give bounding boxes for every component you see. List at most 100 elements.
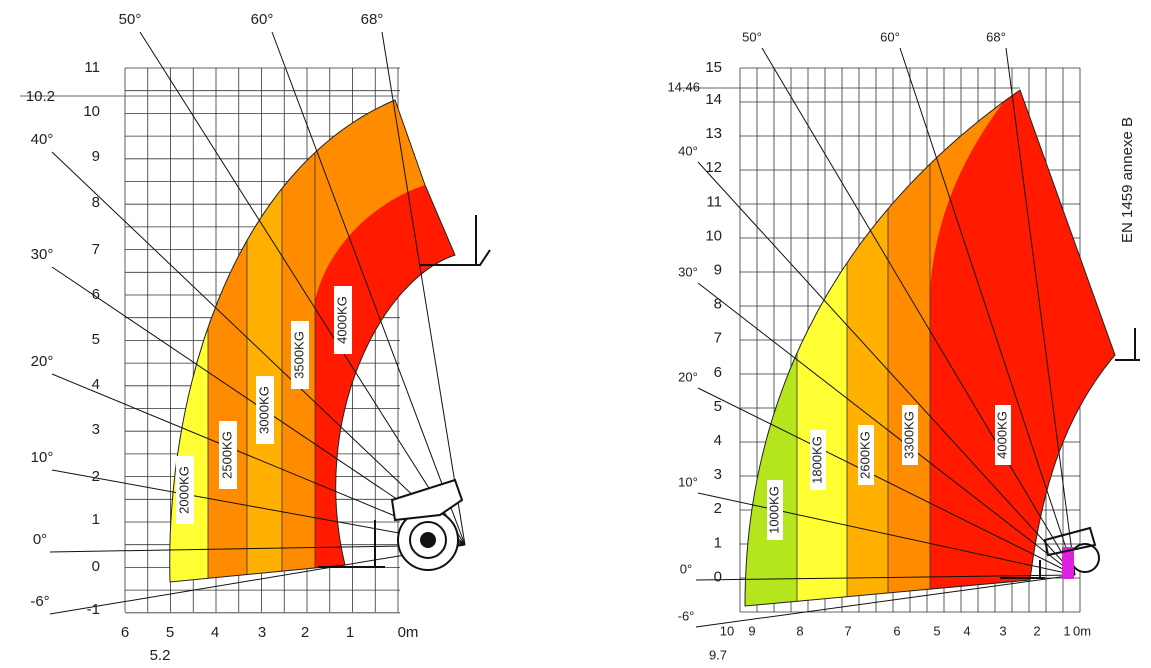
angle-label: -6° — [30, 593, 49, 610]
left-machine — [318, 215, 491, 571]
angle-label: 40° — [678, 143, 698, 158]
angle-line — [697, 282, 1076, 576]
y-label: 1 — [92, 511, 100, 528]
y-label: 9 — [92, 148, 100, 165]
angle-label: 20° — [31, 353, 54, 370]
zone-label-bg — [291, 321, 309, 389]
angle-label: -6° — [678, 608, 695, 623]
angle-line — [381, 31, 466, 546]
zone-label-bg — [256, 376, 274, 444]
angle-line — [697, 387, 1076, 576]
angle-line — [49, 544, 466, 615]
standard-note: EN 1459 annexe B — [1119, 117, 1136, 243]
y-label: 14 — [705, 91, 722, 108]
y-label: 13 — [705, 125, 722, 142]
y-label: 8 — [92, 194, 100, 211]
angle-line — [761, 47, 1076, 576]
zone-label: 3300KG — [901, 411, 916, 459]
x-label: 8 — [796, 623, 803, 638]
x-extra-label: 5.2 — [150, 647, 171, 664]
angle-line — [1005, 47, 1076, 576]
angle-label: 50° — [742, 29, 762, 44]
angle-line — [49, 544, 466, 553]
y-label: 10 — [705, 227, 722, 244]
angle-label: 0° — [33, 531, 47, 548]
angle-line — [139, 31, 466, 546]
left-envelope — [169, 99, 456, 583]
zone-label-bg — [858, 425, 874, 485]
x-label: 5 — [166, 624, 174, 641]
x-label: 9 — [748, 623, 755, 638]
angle-line — [695, 574, 1076, 628]
y-label: -1 — [87, 601, 100, 618]
x-label: 1 — [346, 624, 354, 641]
angle-line — [51, 469, 466, 546]
x-label: 7 — [844, 623, 851, 638]
y-label: 6 — [714, 364, 722, 381]
zone-label: 3000KG — [256, 386, 271, 434]
angle-line — [271, 31, 466, 546]
left-angle-lines — [49, 31, 466, 615]
angle-label: 10° — [678, 474, 698, 489]
x-label: 4 — [211, 624, 219, 641]
angle-label: 60° — [251, 11, 274, 28]
zone-label: 2000KG — [176, 466, 191, 514]
x-label: 6 — [893, 623, 900, 638]
y-label: 12 — [705, 159, 722, 176]
y-label: 10.2 — [26, 88, 55, 105]
y-label: 4 — [92, 376, 100, 393]
zone-label: 2600KG — [857, 431, 872, 479]
x-label: 3 — [258, 624, 266, 641]
y-label: 0 — [92, 558, 100, 575]
right-angle-lines — [695, 47, 1076, 628]
y-label: 11 — [706, 193, 722, 210]
x-label: 10 — [720, 623, 734, 638]
y-label: 5 — [92, 331, 100, 348]
zone-label-bg — [767, 480, 783, 540]
y-label: 1 — [714, 534, 722, 551]
angle-line — [695, 574, 1076, 581]
zone-label: 4000KG — [334, 296, 349, 344]
zone-label-bg — [334, 286, 352, 354]
angle-label: 68° — [986, 29, 1006, 44]
zone-label-bg — [995, 405, 1011, 465]
x-label: 6 — [121, 624, 129, 641]
angle-label: 30° — [31, 246, 54, 263]
zone-label: 1000KG — [766, 486, 781, 534]
x-label: 3 — [999, 623, 1006, 638]
y-label: 6 — [92, 286, 100, 303]
y-label: 10 — [83, 103, 100, 120]
angle-label: 60° — [880, 29, 900, 44]
angle-line — [697, 492, 1076, 576]
y-label: 8 — [714, 296, 722, 313]
x-label: 1 — [1063, 623, 1070, 638]
angle-label: 20° — [678, 369, 698, 384]
x-label: 2 — [1033, 623, 1040, 638]
x-extra-label: 9.7 — [709, 647, 727, 662]
y-label: 2 — [92, 468, 100, 485]
x-label: 4 — [963, 623, 970, 638]
y-label: 2 — [714, 500, 722, 517]
y-label: 15 — [705, 59, 722, 76]
y-label: 4 — [714, 432, 722, 449]
y-label: 3 — [92, 421, 100, 438]
x-label: 0m — [398, 624, 419, 641]
zone-label-bg — [176, 456, 194, 524]
zone-label: 4000KG — [994, 411, 1009, 459]
zone-label: 2500KG — [219, 431, 234, 479]
zone-label: 3500KG — [291, 331, 306, 379]
angle-label: 40° — [31, 131, 54, 148]
y-label: 3 — [714, 466, 722, 483]
x-label: 2 — [301, 624, 309, 641]
angle-label: 0° — [680, 561, 692, 576]
y-label: 7 — [714, 330, 722, 347]
y-label: 0 — [714, 568, 722, 585]
angle-label: 50° — [119, 11, 142, 28]
angle-line — [697, 161, 1076, 576]
zone-label: 1800KG — [809, 436, 824, 484]
x-label: 5 — [933, 623, 940, 638]
zone-label-bg — [810, 430, 826, 490]
y-label: 7 — [92, 241, 100, 258]
